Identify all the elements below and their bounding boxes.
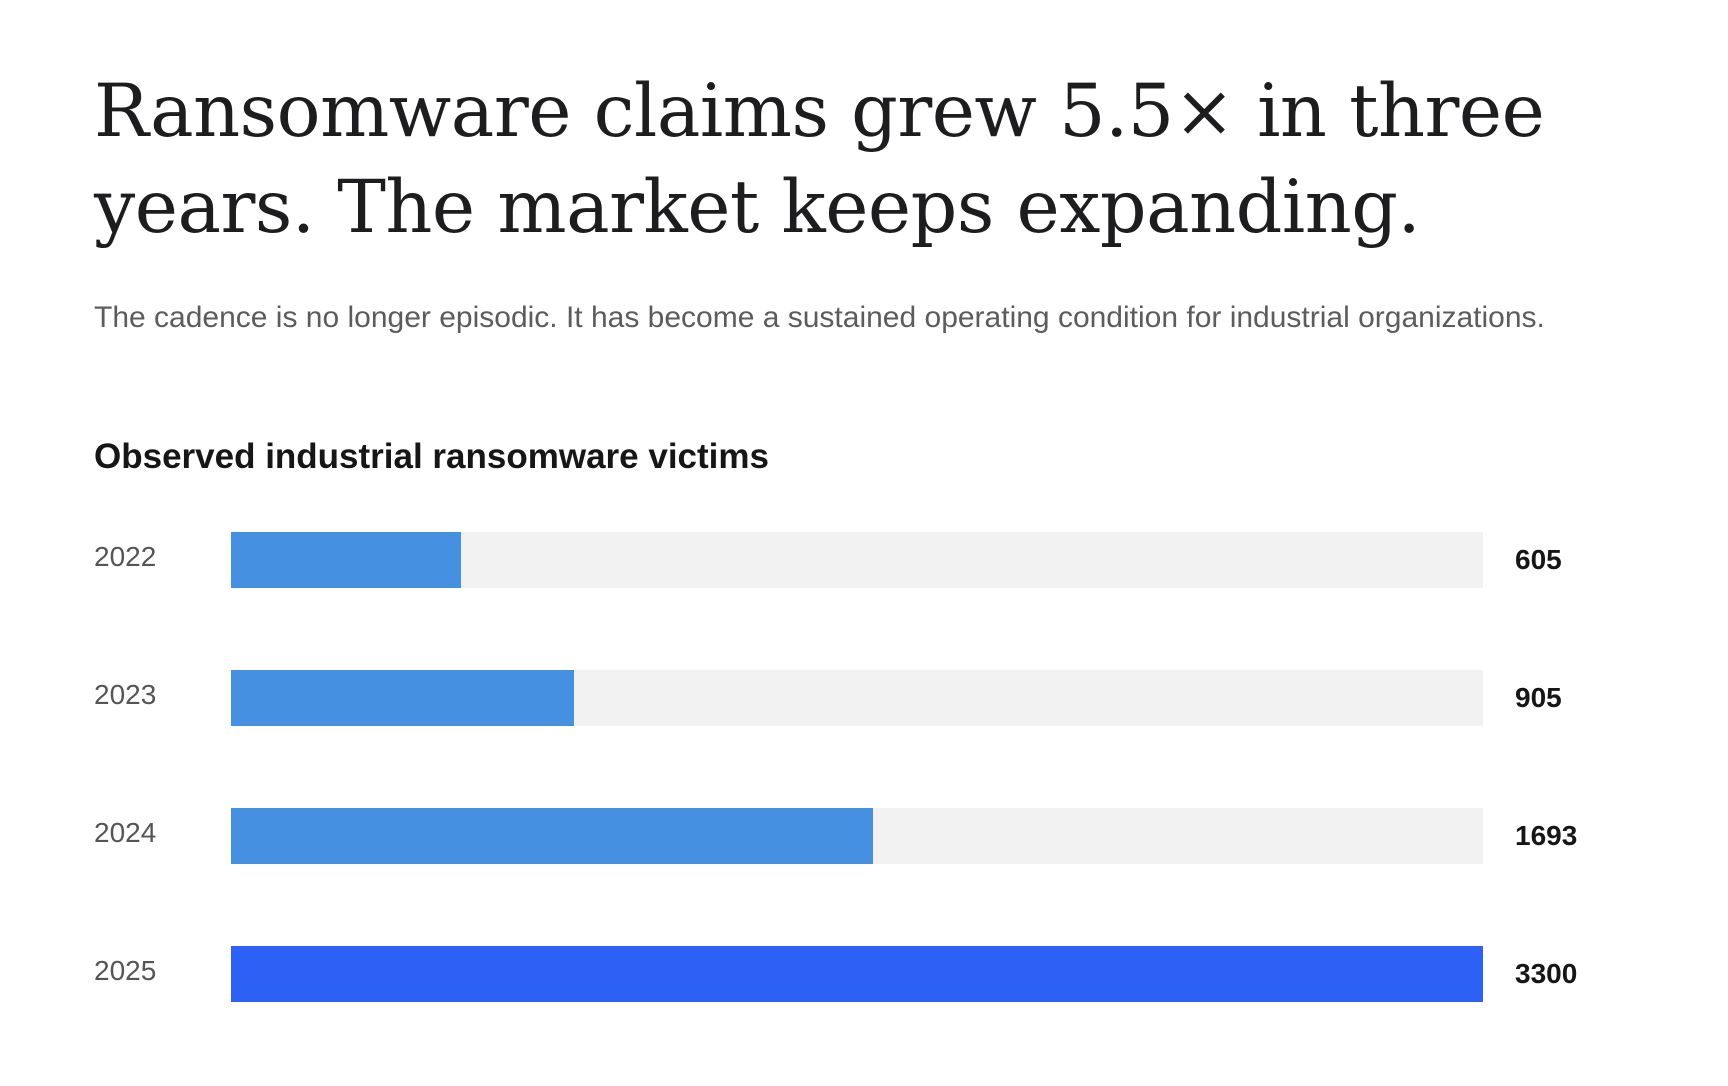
bar-row: 2024 1693: [94, 808, 1654, 864]
value-label: 605: [1515, 544, 1562, 575]
page-subtitle: The cadence is no longer episodic. It ha…: [94, 301, 1545, 334]
bar-2022: [231, 532, 461, 588]
bar-track: [231, 670, 1483, 726]
bar-2024: [231, 808, 873, 864]
category-label: 2025: [94, 955, 157, 986]
bar-track: [231, 532, 1483, 588]
page-headline: Ransomware claims grew 5.5× in three yea…: [94, 69, 1545, 250]
category-label: 2024: [94, 817, 157, 848]
bar-row: 2025 3300: [94, 946, 1654, 1002]
value-label: 1693: [1515, 820, 1578, 851]
bar-row: 2023 905: [94, 670, 1654, 726]
bar-row: 2022 605: [94, 532, 1654, 588]
chart-title: Observed industrial ransomware victims: [94, 437, 769, 476]
bar-2025: [231, 946, 1483, 1002]
bar-track: [231, 946, 1483, 1002]
value-label: 3300: [1515, 958, 1578, 989]
page-content: Ransomware claims grew 5.5× in three yea…: [94, 64, 1654, 1002]
bar-2023: [231, 670, 574, 726]
category-label: 2022: [94, 541, 157, 572]
bar-chart: 2022 605 2023 905 2024 1693 2025 3300: [94, 532, 1654, 1052]
category-label: 2023: [94, 679, 157, 710]
value-label: 905: [1515, 682, 1562, 713]
bar-track: [231, 808, 1483, 864]
